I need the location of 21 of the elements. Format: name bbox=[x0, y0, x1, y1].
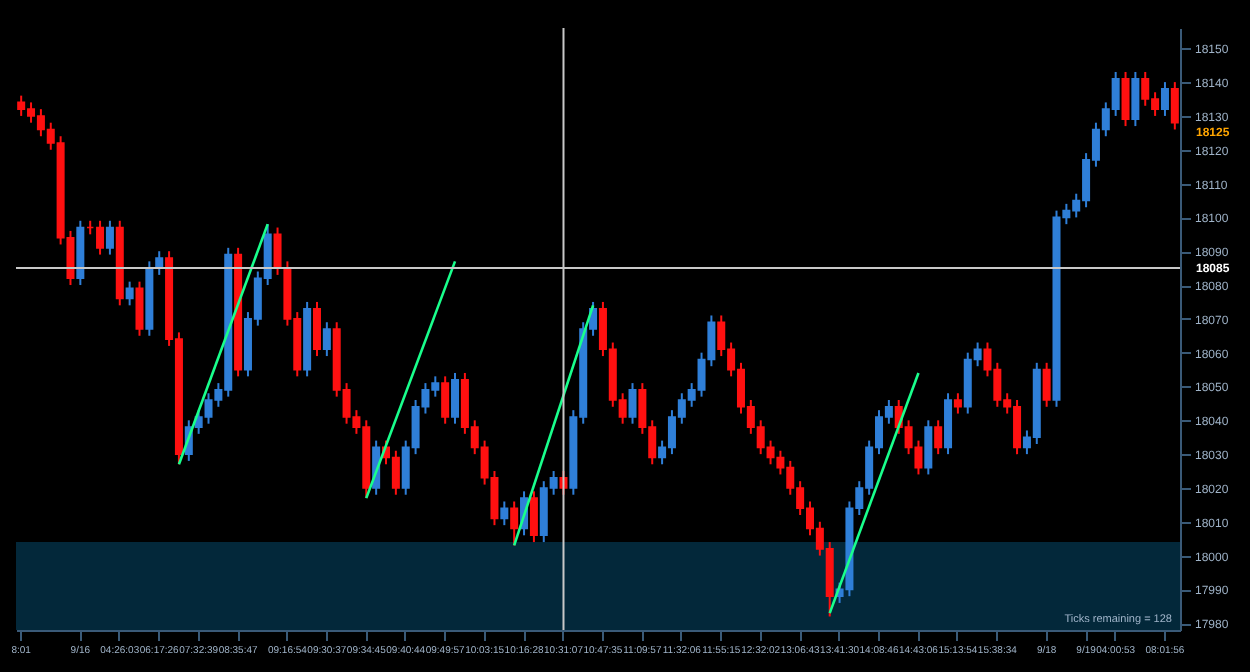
candlestick bbox=[125, 280, 134, 307]
candlestick bbox=[529, 490, 538, 544]
candlestick bbox=[135, 280, 144, 337]
candlestick bbox=[934, 419, 943, 456]
candlestick bbox=[944, 392, 953, 456]
candlestick bbox=[441, 375, 450, 425]
candlestick bbox=[953, 392, 962, 415]
candlestick bbox=[312, 300, 321, 358]
candlestick bbox=[1170, 81, 1179, 131]
candlestick bbox=[1121, 70, 1130, 128]
candlestick bbox=[500, 500, 509, 527]
candlestick bbox=[1131, 70, 1140, 128]
candlestick bbox=[105, 219, 114, 256]
candlestick bbox=[628, 382, 637, 425]
candlestick bbox=[1042, 361, 1051, 408]
candlestick bbox=[322, 321, 331, 358]
candlestick bbox=[273, 226, 282, 276]
candlestick bbox=[924, 419, 933, 476]
candlestick bbox=[510, 500, 519, 547]
candlestick bbox=[451, 371, 460, 425]
candlestick bbox=[1160, 81, 1169, 117]
